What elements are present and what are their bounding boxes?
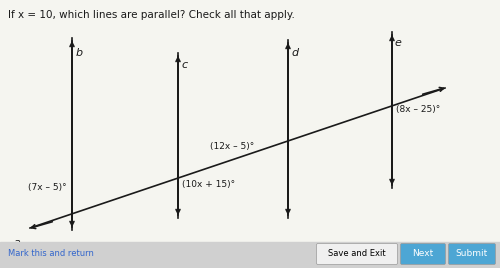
Text: Submit: Submit (456, 250, 488, 259)
Text: e: e (394, 38, 401, 48)
Text: d: d (291, 48, 298, 58)
FancyBboxPatch shape (448, 244, 496, 265)
Text: a: a (14, 238, 21, 248)
FancyBboxPatch shape (316, 244, 398, 265)
Bar (0, 242, 500, 268)
Text: (10x + 15)°: (10x + 15)° (182, 180, 235, 189)
Text: c: c (181, 60, 187, 70)
Text: b: b (76, 48, 83, 58)
Text: Next: Next (412, 250, 434, 259)
FancyBboxPatch shape (400, 244, 446, 265)
Text: (7x – 5)°: (7x – 5)° (28, 183, 66, 192)
Text: (12x – 5)°: (12x – 5)° (210, 142, 254, 151)
Text: Mark this and return: Mark this and return (8, 250, 94, 259)
Text: If x = 10, which lines are parallel? Check all that apply.: If x = 10, which lines are parallel? Che… (8, 10, 295, 20)
Text: (8x – 25)°: (8x – 25)° (396, 105, 440, 114)
Text: Save and Exit: Save and Exit (328, 250, 386, 259)
